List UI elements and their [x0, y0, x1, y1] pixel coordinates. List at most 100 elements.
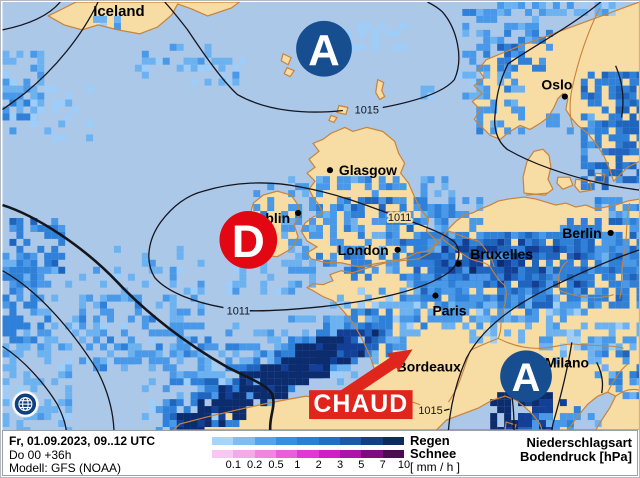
precip-cell [608, 169, 616, 177]
precip-cell [309, 266, 317, 274]
precip-cell [476, 252, 484, 260]
precip-cell [378, 211, 386, 218]
precip-cell [225, 357, 233, 365]
precip-cell [559, 329, 567, 337]
precip-cell [2, 113, 10, 121]
precip-cell [545, 273, 553, 281]
precip-cell [2, 385, 10, 393]
precip-cell [267, 273, 275, 281]
precip-cell [518, 301, 526, 309]
precip-cell [2, 350, 10, 358]
precip-cell [434, 204, 442, 212]
precip-cell [385, 259, 393, 267]
city-marker: Berlin [562, 225, 614, 241]
precip-cell [350, 245, 358, 253]
precip-cell [601, 322, 609, 330]
isobar-1015-east [447, 249, 639, 430]
precip-cell [218, 406, 226, 414]
isobar-value-label: 1011 [227, 306, 251, 318]
precip-cell [622, 134, 630, 142]
precip-cell [497, 120, 505, 128]
precip-cell [462, 22, 470, 30]
precip-cell [288, 266, 296, 274]
precip-cell [615, 113, 623, 121]
precip-cell [545, 315, 553, 323]
precip-cell [504, 259, 512, 267]
precip-cell [23, 322, 31, 330]
precip-cell [587, 127, 595, 135]
land-orkney [328, 105, 348, 123]
precip-cell [176, 378, 184, 386]
precip-cell [545, 420, 553, 428]
land-faroe [281, 53, 295, 77]
border-path [569, 7, 601, 130]
precip-cell [350, 308, 358, 316]
precip-cell [545, 29, 553, 37]
precip-cell [594, 357, 602, 365]
pressure-letter: A [308, 26, 340, 75]
precip-cell [636, 273, 639, 281]
city-dot [561, 93, 568, 100]
precip-cell [86, 294, 94, 302]
precip-cell [462, 29, 470, 37]
precip-cell [497, 8, 505, 16]
precip-cell [225, 406, 233, 414]
precip-cell [420, 92, 428, 100]
precip-cell [629, 245, 637, 253]
precip-cell [497, 259, 505, 267]
precip-cell [525, 238, 533, 246]
precip-cell [552, 231, 560, 239]
precip-cell [594, 350, 602, 358]
precip-cell [357, 259, 365, 267]
precip-cell [413, 301, 421, 309]
precip-cell [629, 336, 637, 344]
precip-cell [302, 224, 310, 232]
land-denmark [522, 148, 606, 196]
precip-cell [615, 127, 623, 135]
precip-cell [532, 301, 539, 309]
precip-cell [392, 176, 400, 184]
precip-cell [545, 406, 553, 414]
precip-cell [434, 224, 442, 232]
precip-cell [420, 231, 428, 239]
precip-cell [413, 245, 421, 253]
precip-cell [2, 378, 10, 386]
precip-cell [378, 22, 386, 30]
precip-cell [169, 413, 177, 421]
precip-cell [636, 176, 639, 184]
precip-cell [2, 106, 10, 114]
precip-cell [587, 141, 595, 149]
precip-cell [169, 294, 177, 302]
precip-cell [100, 357, 107, 365]
isobar-arc [2, 2, 99, 111]
border-path [557, 260, 614, 299]
isobar-arc [596, 362, 604, 394]
precip-cell [176, 413, 184, 421]
isobar-1015-high [164, 2, 460, 113]
precip-cell [176, 371, 184, 379]
precip-cell [183, 406, 191, 414]
precip-cell [239, 273, 247, 281]
precip-cell [608, 113, 616, 121]
precip-cell [72, 329, 80, 337]
precip-cell [594, 371, 602, 379]
precip-cell [566, 336, 574, 344]
precip-cell [148, 399, 156, 407]
precip-cell [364, 22, 372, 30]
precip-cell [30, 308, 38, 316]
precip-cell [176, 308, 184, 316]
precip-cell [2, 420, 10, 428]
precip-cell [469, 71, 477, 79]
precip-cell [504, 245, 512, 253]
precip-cell [100, 364, 107, 372]
precip-cell [218, 392, 226, 400]
precip-cell [197, 413, 205, 421]
precip-cell [190, 287, 198, 295]
pressure-letter: D [232, 216, 265, 267]
precip-cell [532, 252, 539, 260]
precip-cell [601, 343, 609, 351]
precip-cell [532, 259, 539, 267]
precip-cell [559, 245, 567, 253]
precip-cell [385, 224, 393, 232]
precip-cell [392, 343, 400, 351]
